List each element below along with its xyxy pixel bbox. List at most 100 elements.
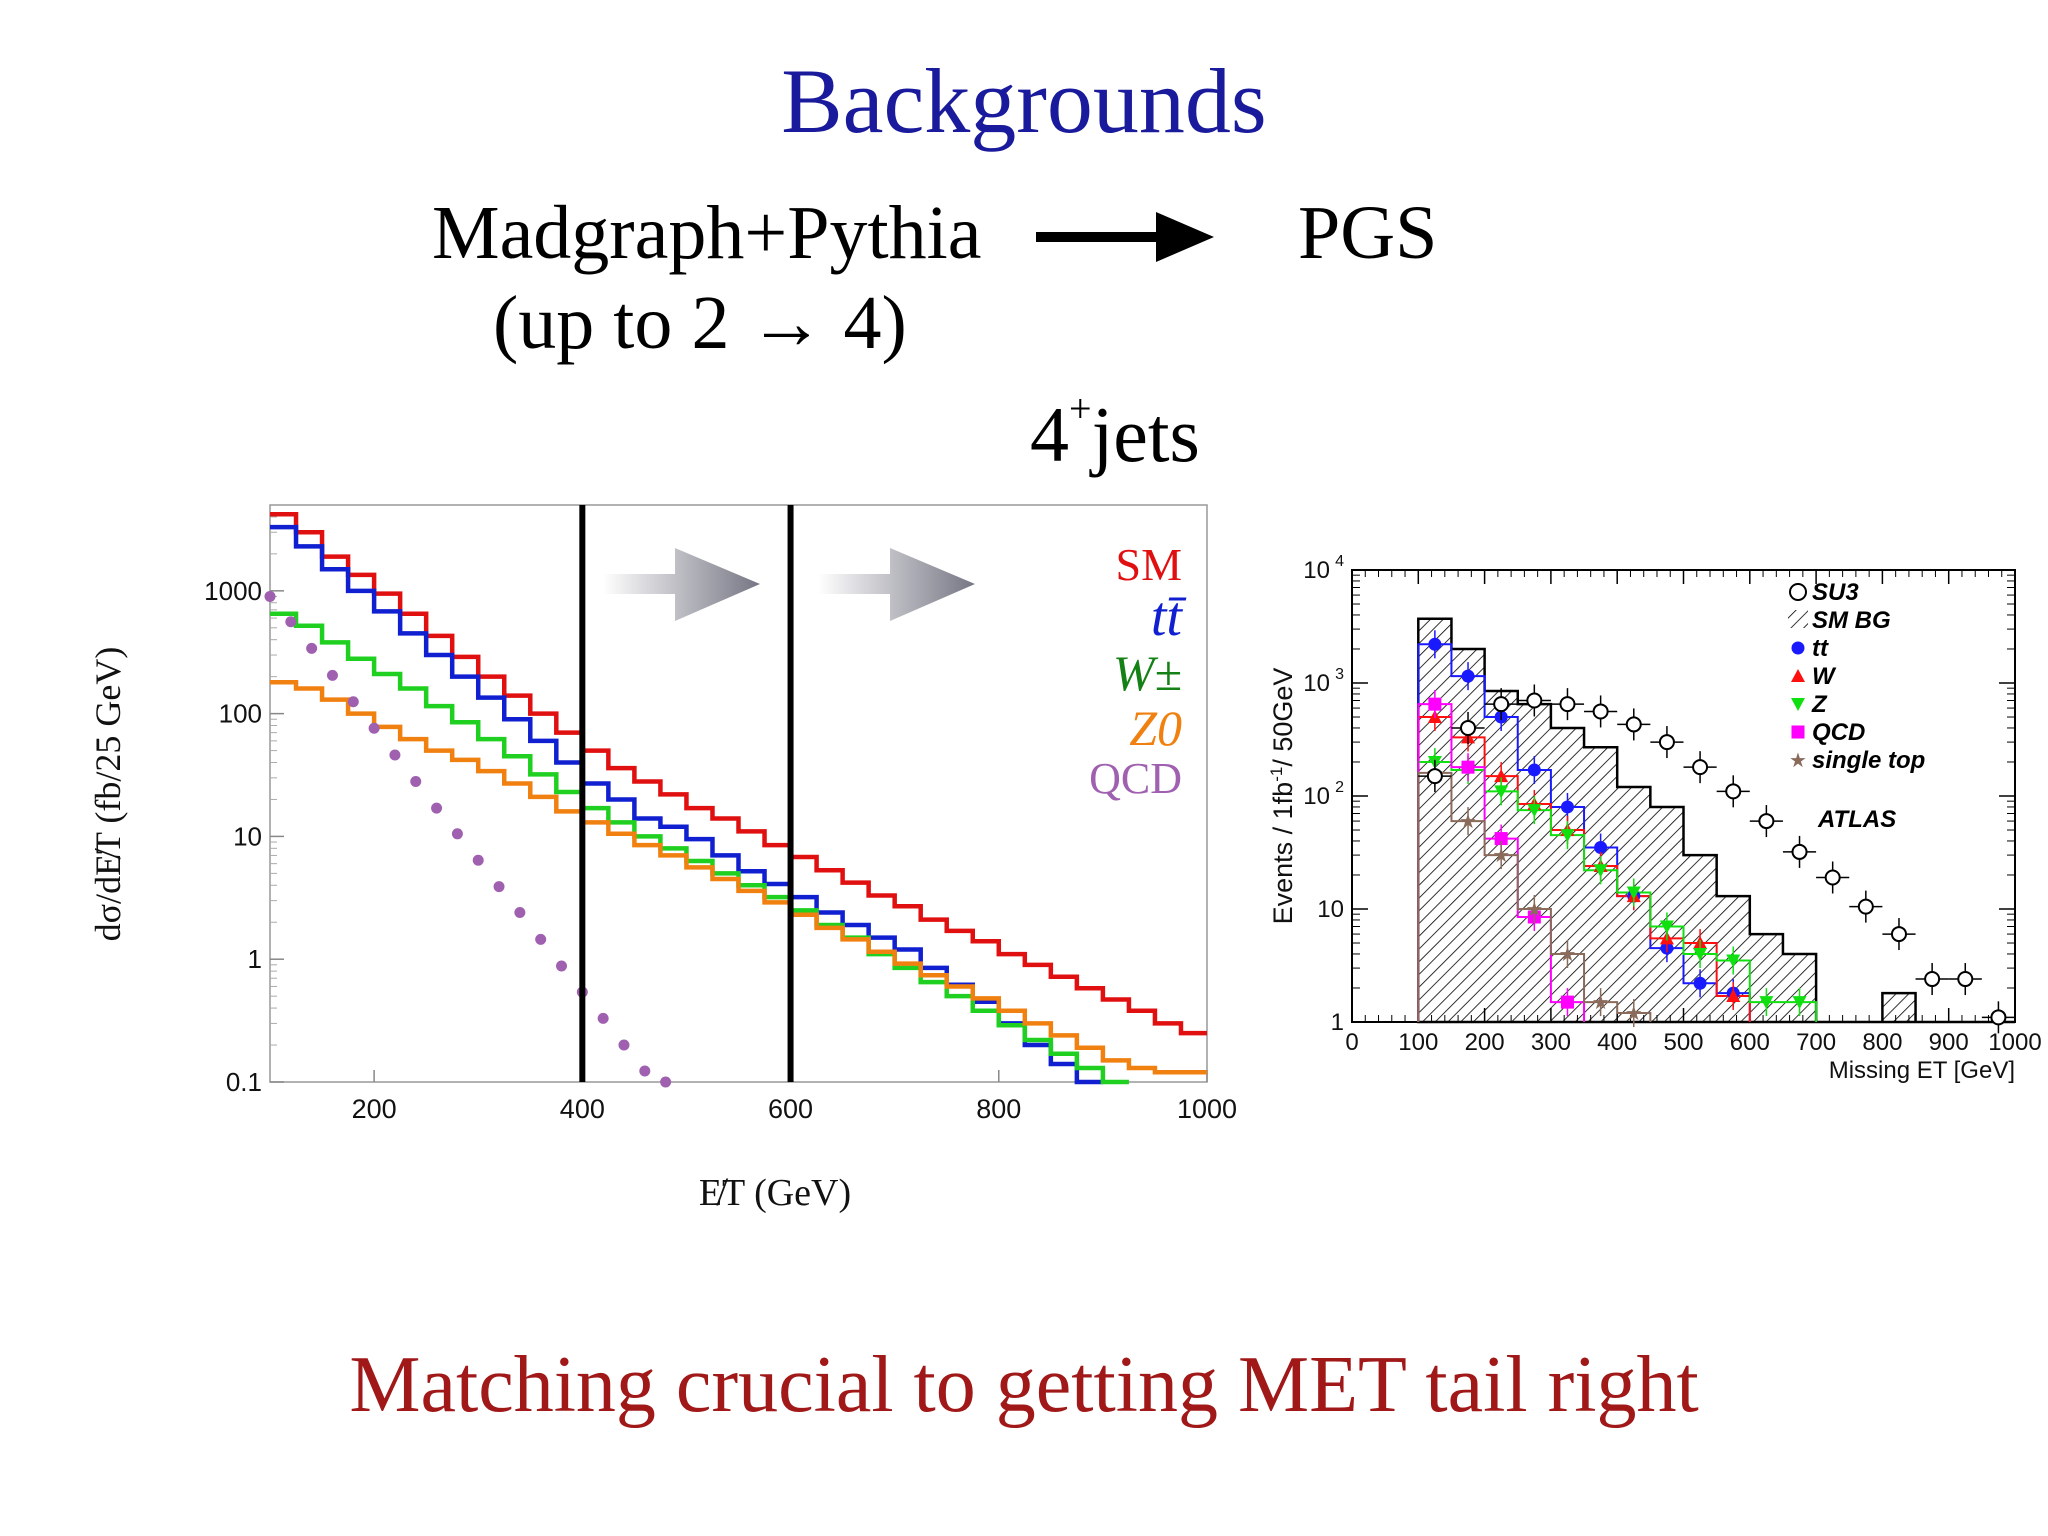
su3-point (1791, 843, 1808, 860)
qcd-point (618, 1039, 630, 1051)
x-tick-label: 300 (1531, 1029, 1571, 1056)
su3-point (1426, 768, 1443, 785)
qcd-point (285, 616, 297, 628)
sm-bg-histogram (1417, 617, 2015, 1024)
su3-point (1559, 696, 1576, 713)
qcd-point (597, 1012, 609, 1024)
su3-point (1493, 696, 1510, 713)
z-point (1494, 785, 1509, 799)
z-point (1791, 698, 1805, 711)
qcd-point (306, 642, 318, 654)
jets-label: 4+jets (1030, 386, 1200, 480)
flow-arrow-icon (1036, 212, 1214, 262)
legend-label: Z0 (1129, 700, 1182, 756)
x-tick-label: 100 (1398, 1029, 1438, 1056)
plot-frame (269, 504, 1208, 1083)
tt-point (1594, 841, 1608, 855)
qcd-point (472, 854, 484, 866)
z-point (1593, 864, 1608, 878)
atlas-label: ATLAS (1817, 806, 1896, 833)
x-tick-label: 1000 (1177, 1094, 1237, 1124)
y-tick-exponent: 4 (1335, 553, 1344, 570)
su3-point (1725, 783, 1742, 800)
legend-label: SM BG (1812, 607, 1891, 634)
tt-point (1693, 976, 1707, 990)
legend-su3-icon (1789, 583, 1807, 601)
jets-suffix: jets (1091, 391, 1200, 478)
qcd-point (514, 907, 526, 919)
z-point (1693, 947, 1708, 961)
y-tick-label: 10 (1303, 557, 1330, 584)
qcd-point (556, 960, 568, 972)
x-tick-label: 400 (560, 1094, 605, 1124)
single-top-point: ★ (1625, 1003, 1643, 1025)
tt-point (1560, 800, 1574, 814)
z-point (1659, 920, 1674, 934)
z-point (1792, 996, 1807, 1010)
su3-point (1758, 813, 1775, 830)
single-top-point: ★ (1789, 750, 1807, 772)
su3-point (1692, 759, 1709, 776)
x-tick-label: 700 (1796, 1029, 1836, 1056)
w-point (1494, 769, 1509, 783)
su3-point (1924, 971, 1941, 988)
x-tick-label: 600 (1730, 1029, 1770, 1056)
w-point (1726, 988, 1741, 1002)
cut-arrow-icon (818, 548, 975, 621)
legend-label: Z (1811, 691, 1828, 718)
series-line-W (270, 611, 1129, 1085)
legend-label: W (1812, 663, 1837, 690)
slide-footer: Matching crucial to getting MET tail rig… (349, 1341, 1699, 1429)
su3-point (1990, 1009, 2007, 1026)
x-tick-label: 600 (768, 1094, 813, 1124)
jets-sup: + (1069, 386, 1092, 431)
x-tick-label: 800 (976, 1094, 1021, 1124)
generator-label: Madgraph+Pythia (432, 191, 982, 275)
qcd-point (410, 776, 422, 788)
process-note-suffix: ) (881, 281, 907, 365)
y-tick-exponent: 2 (1335, 779, 1344, 796)
y-tick-label: 10 (1317, 896, 1344, 923)
single-top-point: ★ (1492, 845, 1510, 867)
su3-point (1824, 869, 1841, 886)
qcd-point (660, 1076, 672, 1088)
z-point (1527, 804, 1542, 818)
qcd-point (431, 802, 443, 814)
tt-point (1461, 669, 1475, 683)
y-tick-label: 1 (1331, 1009, 1344, 1036)
qcd-point (451, 828, 463, 840)
legend-label: W± (1113, 645, 1182, 701)
z-point (1759, 996, 1774, 1010)
legend-label: QCD (1812, 719, 1865, 746)
x-tick-label: 0 (1345, 1029, 1358, 1056)
legend-label: QCD (1089, 754, 1182, 803)
cut-arrow-icon (603, 548, 760, 621)
single-top-point: ★ (1592, 992, 1610, 1014)
x-tick-label: 1000 (1988, 1029, 2041, 1056)
legend-label: SM (1116, 539, 1182, 590)
qcd-point (1560, 995, 1574, 1009)
jets-base: 4 (1030, 391, 1069, 478)
legend-label: SU3 (1812, 579, 1859, 606)
process-note: (up to 2 → 4) (493, 280, 907, 367)
series-line-Z0 (270, 680, 1207, 1075)
process-note-math: 2 → 4 (691, 281, 882, 365)
su3-point (1957, 971, 1974, 988)
qcd-point (1791, 725, 1805, 739)
legend-label: single top (1812, 747, 1925, 774)
y-axis-label-exponent: -1 (1267, 767, 1286, 782)
single-top-point: ★ (1459, 811, 1477, 833)
legend-label: tt (1812, 635, 1829, 662)
x-tick-label: 900 (1929, 1029, 1969, 1056)
su3-point (1890, 926, 1907, 943)
y-tick-label: 0.1 (226, 1067, 262, 1097)
qcd-point (535, 933, 547, 945)
y-axis-label: dσ/dE̸T (fb/25 GeV) (88, 647, 128, 942)
y-tick-label: 1 (248, 944, 262, 974)
qcd-point (389, 749, 401, 761)
x-tick-label: 200 (1465, 1029, 1505, 1056)
qcd-point (639, 1065, 651, 1077)
y-tick-label: 10 (233, 821, 262, 851)
qcd-point (1428, 697, 1442, 711)
